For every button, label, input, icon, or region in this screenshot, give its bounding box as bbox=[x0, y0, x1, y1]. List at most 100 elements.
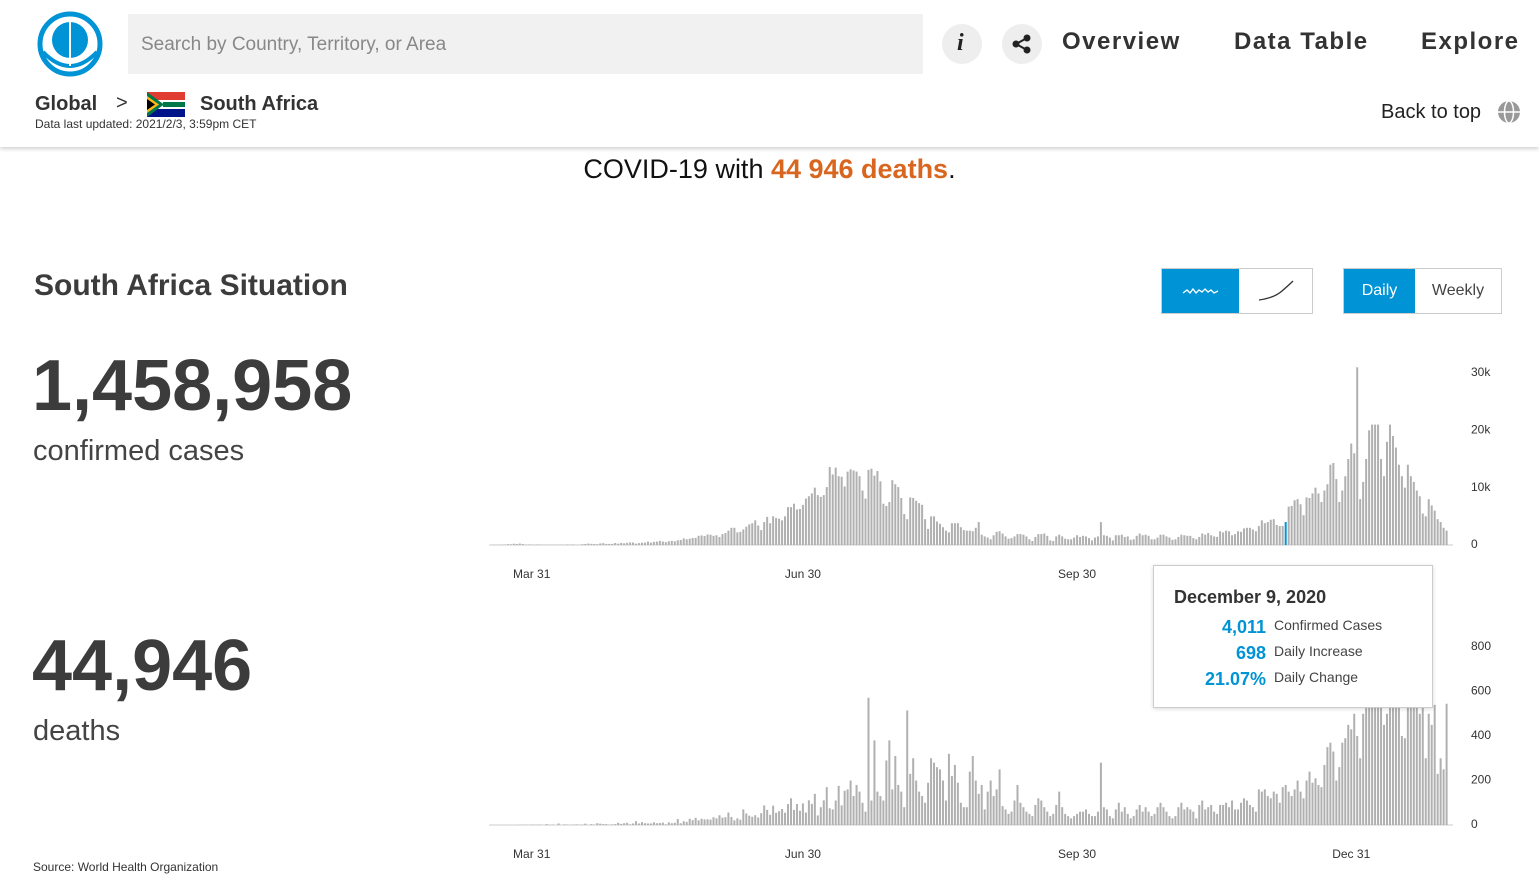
bar bbox=[936, 767, 939, 825]
bar bbox=[617, 822, 620, 825]
bar bbox=[1010, 538, 1013, 545]
bar bbox=[545, 824, 548, 825]
bar bbox=[745, 526, 748, 545]
bar bbox=[798, 810, 801, 825]
bar bbox=[1076, 813, 1079, 825]
bar bbox=[846, 789, 849, 825]
bar bbox=[831, 474, 834, 545]
bar bbox=[1326, 484, 1329, 545]
bar bbox=[1308, 771, 1311, 825]
bar bbox=[867, 469, 870, 545]
bar bbox=[1004, 536, 1007, 545]
bar bbox=[614, 542, 617, 545]
chart-style-toggle bbox=[1161, 268, 1313, 314]
bar bbox=[1222, 804, 1225, 825]
bar bbox=[950, 776, 953, 825]
bar bbox=[512, 543, 515, 545]
bar bbox=[974, 527, 977, 545]
back-to-top[interactable]: Back to top bbox=[1381, 101, 1482, 123]
bar bbox=[1123, 807, 1126, 825]
bar bbox=[962, 530, 965, 545]
bar bbox=[754, 520, 757, 545]
who-logo[interactable] bbox=[33, 10, 107, 78]
bar bbox=[1183, 535, 1186, 545]
bar bbox=[1403, 487, 1406, 545]
tooltip-value: 21.07% bbox=[1204, 669, 1266, 689]
info-button[interactable]: i bbox=[942, 24, 982, 64]
bar bbox=[736, 818, 739, 825]
bar bbox=[974, 780, 977, 825]
bar bbox=[781, 520, 784, 545]
bar bbox=[590, 824, 593, 825]
bar bbox=[694, 817, 697, 825]
bar bbox=[605, 543, 608, 545]
bar bbox=[882, 800, 885, 825]
bar bbox=[1031, 816, 1034, 825]
bar bbox=[1162, 534, 1165, 545]
cumulative-button[interactable] bbox=[1239, 269, 1312, 313]
nav-overview[interactable]: Overview bbox=[1062, 28, 1181, 55]
flag bbox=[147, 92, 185, 117]
daily-bars-button[interactable] bbox=[1162, 269, 1239, 313]
bar bbox=[772, 805, 775, 825]
tooltip-label: Daily Change bbox=[1274, 669, 1359, 685]
last-updated: Data last updated: 2021/2/3, 3:59pm CET bbox=[35, 117, 257, 131]
bar bbox=[1186, 535, 1189, 545]
bar bbox=[888, 740, 891, 825]
bar bbox=[840, 805, 843, 825]
bar bbox=[617, 543, 620, 545]
bar bbox=[891, 480, 894, 545]
bar bbox=[861, 490, 864, 545]
bar bbox=[1198, 804, 1201, 825]
bar bbox=[787, 507, 790, 545]
bar bbox=[939, 769, 941, 825]
bar bbox=[1067, 816, 1070, 825]
bar bbox=[870, 468, 873, 545]
bar bbox=[1269, 798, 1272, 825]
bar bbox=[1344, 476, 1347, 545]
bar bbox=[1275, 524, 1278, 545]
breadcrumb-global[interactable]: Global bbox=[35, 93, 98, 115]
bar bbox=[557, 823, 560, 825]
bar bbox=[1424, 516, 1427, 545]
weekly-button[interactable]: Weekly bbox=[1431, 282, 1485, 299]
nav-data-table[interactable]: Data Table bbox=[1234, 28, 1369, 55]
bar bbox=[620, 542, 623, 545]
bar bbox=[927, 782, 930, 825]
bar bbox=[855, 471, 858, 545]
bar bbox=[772, 516, 775, 545]
bar bbox=[1272, 519, 1275, 545]
bar bbox=[1391, 669, 1394, 825]
bar bbox=[1248, 527, 1251, 545]
search-box[interactable]: Search by Country, Territory, or Area bbox=[128, 14, 923, 74]
bar bbox=[1079, 811, 1082, 825]
bar bbox=[980, 534, 983, 545]
bar bbox=[1397, 464, 1400, 545]
nav-explore[interactable]: Explore bbox=[1421, 28, 1520, 55]
bar bbox=[1117, 802, 1120, 825]
bar bbox=[769, 814, 772, 825]
bar bbox=[1016, 534, 1019, 545]
bar bbox=[804, 498, 807, 545]
bar bbox=[992, 535, 995, 545]
bar bbox=[1305, 497, 1308, 545]
bar bbox=[1362, 713, 1365, 825]
bar bbox=[1320, 502, 1323, 545]
bar bbox=[626, 542, 629, 545]
bar bbox=[602, 824, 605, 825]
bar bbox=[864, 811, 867, 825]
bar bbox=[626, 822, 629, 825]
bar bbox=[1353, 713, 1356, 825]
bar bbox=[733, 820, 736, 825]
bar bbox=[596, 544, 599, 545]
bar bbox=[778, 811, 781, 825]
bar bbox=[941, 780, 944, 825]
bar bbox=[1132, 539, 1135, 545]
daily-button[interactable]: Daily bbox=[1344, 269, 1415, 313]
bar bbox=[849, 780, 852, 825]
bar bbox=[1219, 531, 1222, 545]
bar bbox=[849, 469, 852, 545]
share-button[interactable] bbox=[1002, 24, 1042, 64]
bar bbox=[831, 809, 834, 825]
